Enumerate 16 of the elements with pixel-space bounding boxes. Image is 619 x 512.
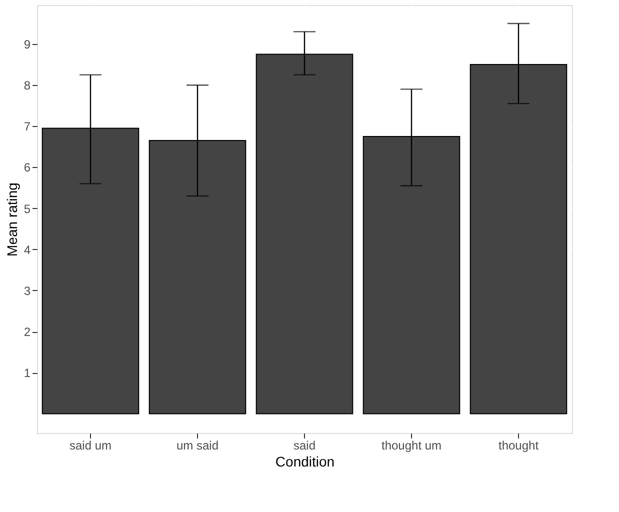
x-tick-label: um said bbox=[176, 438, 219, 452]
x-axis-title: Condition bbox=[275, 454, 335, 470]
x-tick-label: thought bbox=[498, 438, 540, 452]
y-tick-label: 1 bbox=[24, 366, 31, 380]
y-tick-label: 4 bbox=[24, 242, 31, 257]
x-tick-label: thought um bbox=[381, 438, 442, 452]
x-tick-label: said bbox=[293, 438, 316, 452]
y-tick-label: 5 bbox=[24, 202, 31, 216]
y-tick-label: 2 bbox=[24, 325, 31, 340]
y-axis-title: Mean rating bbox=[4, 182, 20, 256]
y-tick-label: 6 bbox=[24, 160, 31, 175]
y-tick-label: 3 bbox=[24, 284, 31, 298]
x-tick-label: said um bbox=[69, 438, 112, 452]
y-tick-label: 8 bbox=[24, 78, 31, 93]
y-tick-label: 9 bbox=[24, 38, 31, 52]
y-tick-label: 7 bbox=[24, 120, 31, 134]
